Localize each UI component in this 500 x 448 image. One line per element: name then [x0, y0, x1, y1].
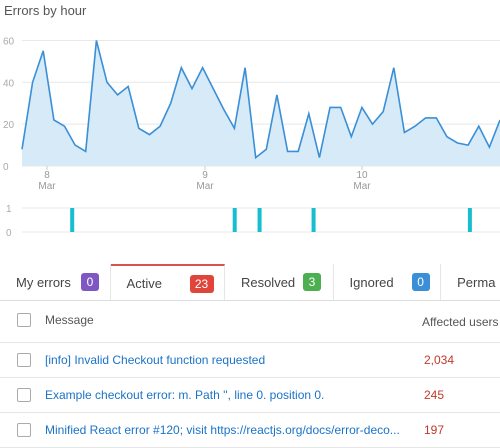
event-bar — [258, 208, 262, 232]
event-bar — [70, 208, 74, 232]
affected-users-count: 245 — [424, 388, 444, 402]
tab-my-errors[interactable]: My errors 0 — [0, 264, 111, 300]
tab-count-badge: 0 — [81, 273, 99, 291]
x-tick-day: 10 — [356, 170, 368, 181]
error-message-link[interactable]: Example checkout error: m. Path '', line… — [45, 388, 324, 402]
errors-table: Message Affected users [info] Invalid Ch… — [0, 300, 500, 448]
event-bar — [233, 208, 237, 232]
y-tick-label: 20 — [3, 120, 15, 131]
x-tick-day: 8 — [44, 170, 50, 181]
tab-bar: My errors 0 Active 23 Resolved 3 Ignored… — [0, 264, 500, 301]
tab-label: Perma — [457, 275, 495, 290]
tab-label: My errors — [16, 275, 71, 290]
event-bar — [468, 208, 472, 232]
tab-label: Ignored — [350, 275, 394, 290]
table-header: Message Affected users — [0, 300, 500, 343]
column-header-message[interactable]: Message — [45, 313, 94, 327]
error-message-link[interactable]: [info] Invalid Checkout function request… — [45, 353, 265, 367]
event-bar — [312, 208, 316, 232]
tab-label: Active — [127, 276, 162, 291]
tab-active[interactable]: Active 23 — [111, 264, 225, 300]
tab-label: Resolved — [241, 275, 295, 290]
x-tick-month: Mar — [353, 181, 371, 192]
tab-count-badge: 23 — [190, 275, 214, 293]
series-area — [22, 41, 500, 167]
table-row: Example checkout error: m. Path '', line… — [0, 378, 500, 413]
y-tick-label: 0 — [3, 162, 9, 173]
x-tick-month: Mar — [196, 181, 214, 192]
event-y-tick-label: 0 — [6, 228, 12, 239]
tab-permanent[interactable]: Perma — [441, 264, 500, 300]
x-tick-month: Mar — [38, 181, 56, 192]
column-header-affected-users[interactable]: Affected users — [422, 315, 499, 329]
select-all-checkbox[interactable] — [17, 313, 31, 327]
table-row: Minified React error #120; visit https:/… — [0, 413, 500, 448]
row-checkbox[interactable] — [17, 353, 31, 367]
tab-count-badge: 3 — [303, 273, 321, 291]
tab-count-badge: 0 — [412, 273, 430, 291]
y-tick-label: 40 — [3, 78, 15, 89]
affected-users-count: 2,034 — [424, 353, 454, 367]
x-tick-day: 9 — [202, 170, 208, 181]
event-y-tick-label: 1 — [6, 204, 12, 215]
tab-resolved[interactable]: Resolved 3 — [225, 264, 334, 300]
table-row: [info] Invalid Checkout function request… — [0, 343, 500, 378]
tab-ignored[interactable]: Ignored 0 — [334, 264, 442, 300]
y-tick-label: 60 — [3, 36, 15, 47]
row-checkbox[interactable] — [17, 388, 31, 402]
